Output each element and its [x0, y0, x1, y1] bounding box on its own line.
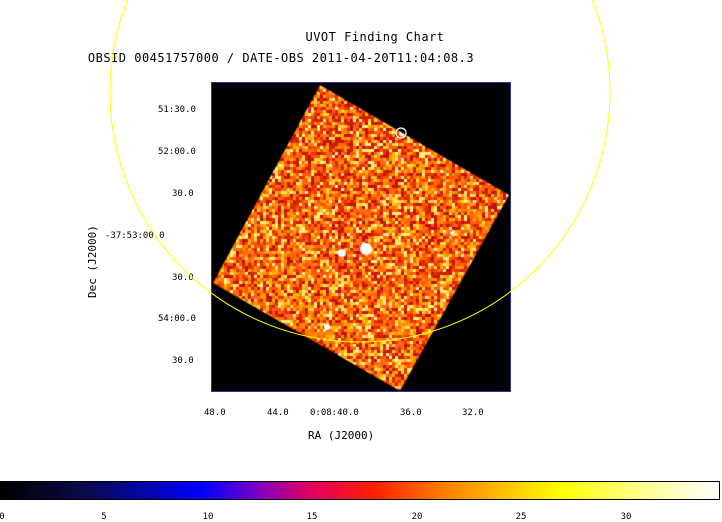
chart-title: UVOT Finding Chart	[305, 30, 445, 44]
ra-axis-label: RA (J2000)	[308, 429, 375, 442]
ra-tick-label: 36.0	[400, 408, 422, 418]
colorbar-tick-label: 15	[306, 512, 318, 522]
dec-tick-label: -37:53:00.0	[105, 231, 165, 241]
ra-tick-label: 48.0	[204, 408, 226, 418]
colorbar-tick-label: 25	[515, 512, 527, 522]
colorbar-tick-label: 10	[202, 512, 214, 522]
dec-tick-label: 30.0	[172, 273, 194, 283]
dec-axis-label: Dec (J2000)	[86, 225, 99, 298]
dec-tick-label: 54:00.0	[158, 314, 196, 324]
colorbar-tick-label: 20	[411, 512, 423, 522]
colorbar-tick-label: 5	[101, 512, 107, 522]
dec-tick-label: 52:00.0	[158, 147, 196, 157]
colorbar-tick-label: 30	[620, 512, 632, 522]
ra-tick-label: 32.0	[462, 408, 484, 418]
ra-tick-label: 44.0	[267, 408, 289, 418]
chart-subtitle: OBSID 00451757000 / DATE-OBS 2011-04-20T…	[87, 51, 475, 65]
uvot-image	[212, 83, 510, 391]
colorbar	[0, 481, 720, 500]
image-frame	[211, 82, 511, 392]
ra-tick-label: 0:08:40.0	[310, 408, 359, 418]
dec-tick-label: 30.0	[172, 356, 194, 366]
dec-tick-label: 30.0	[172, 189, 194, 199]
colorbar-tick-label: 0	[0, 512, 5, 522]
dec-tick-label: 51:30.0	[158, 105, 196, 115]
